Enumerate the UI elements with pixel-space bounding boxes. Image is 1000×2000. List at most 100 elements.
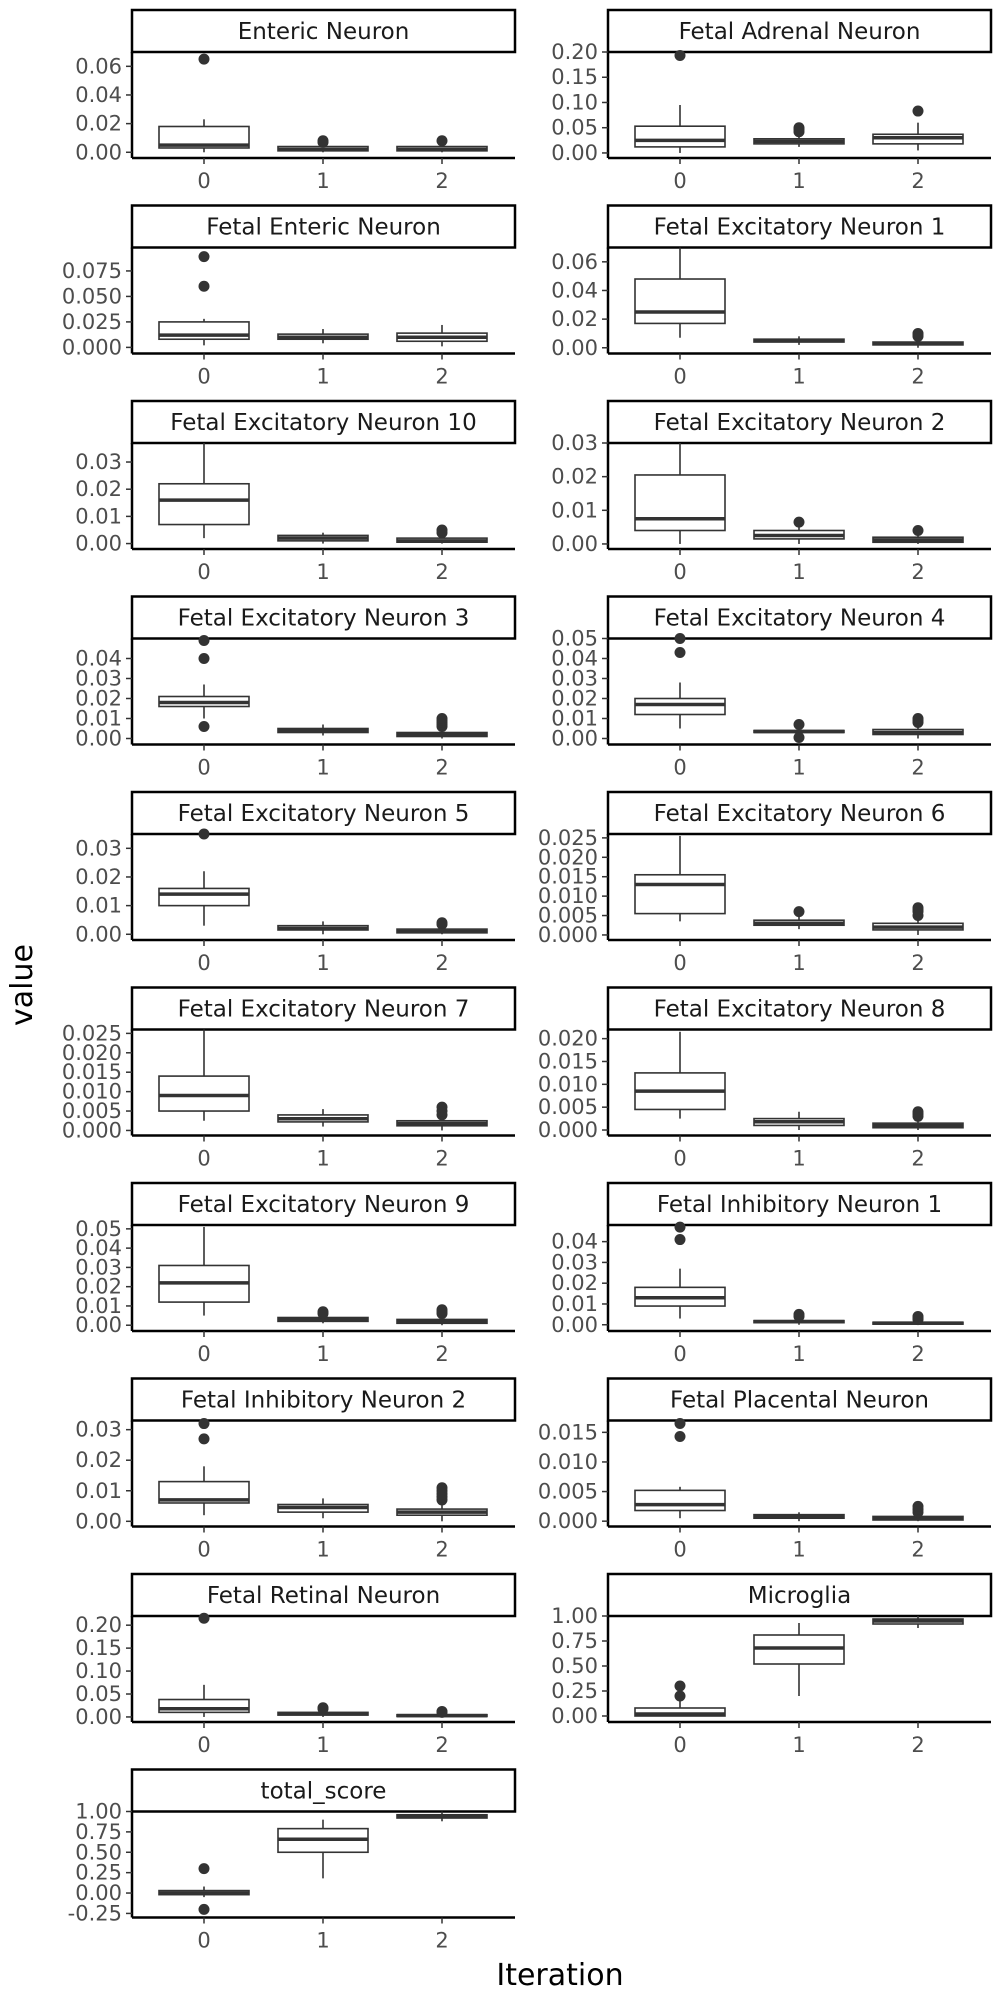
facet-panel: Fetal Excitatory Neuron 40.000.010.020.0… [551,595,993,780]
outlier-point [198,653,210,664]
facet-strip [606,1572,993,1618]
x-tick-label: 0 [197,951,210,975]
y-tick-label: 0.01 [75,707,122,731]
outlier-point [674,633,686,644]
y-tick-label: 0.00 [551,1313,598,1337]
y-tick-label: 0.00 [75,922,122,946]
y-tick-label: 0.000 [62,335,122,359]
y-tick-label: 0.025 [62,1021,122,1045]
y-tick-label: 0.02 [551,465,598,489]
y-tick-label: 0.75 [75,1820,122,1844]
y-tick-label: 0.50 [75,1840,122,1864]
x-tick-label: 2 [911,756,924,780]
x-tick-label: 2 [911,1538,924,1562]
facet-strip-label: Microglia [748,1583,851,1609]
x-tick-label: 1 [316,951,329,975]
facet-strip [606,8,993,54]
x-tick-label: 1 [316,1929,329,1953]
facet-strip [606,1181,993,1227]
box-iqr [634,873,726,915]
x-tick-label: 0 [197,1147,210,1171]
facet-strip-label: Fetal Enteric Neuron [206,215,441,241]
y-tick-label: 0.04 [75,83,122,107]
x-tick-label: 0 [673,560,686,584]
x-tick-label: 1 [316,756,329,780]
x-tick-label: 2 [435,1733,448,1757]
facet-strip-label: total_score [261,1779,387,1805]
facet-strip [130,204,517,249]
y-tick-label: 0.01 [551,707,598,731]
facet-panel: Fetal Excitatory Neuron 30.000.010.020.0… [75,595,517,780]
box-iqr [158,887,250,907]
y-tick-label: 0.00 [75,1313,122,1337]
y-tick-label: 0.00 [75,1509,122,1533]
y-tick-label: 0.010 [538,1072,598,1096]
outlier-point [793,732,805,743]
y-tick-label: 0.15 [75,1636,122,1660]
x-tick-label: 2 [911,1342,924,1366]
outlier-point [912,524,924,536]
facet-strip [130,1181,517,1227]
y-tick-label: 0.15 [551,65,598,89]
y-tick-label: 0.04 [75,1236,122,1260]
facet-strip [130,986,517,1031]
y-tick-label: 0.05 [75,1217,122,1241]
outlier-point [436,917,448,929]
y-tick-label: 0.01 [75,894,122,918]
y-tick-label: 0.03 [551,431,598,455]
y-tick-label: 0.025 [62,310,122,334]
x-tick-label: 0 [673,365,686,389]
x-tick-label: 1 [792,756,805,780]
outlier-point [436,524,448,536]
y-tick-label: 0.10 [75,1659,122,1683]
facet-panel: Fetal Enteric Neuron 0.0000.0250.0500.075… [62,204,517,389]
facet-strip [606,399,993,445]
facet-panel: Fetal Retinal Neuron 0.000.050.100.150.20… [75,1572,517,1757]
x-tick-label: 0 [197,1342,210,1366]
facet-strip [130,1377,517,1422]
y-tick-label: 0.05 [551,627,598,651]
x-tick-label: 1 [792,1733,805,1757]
outlier-point [198,1612,210,1624]
outlier-point [317,135,329,147]
facet-strip-label: Fetal Excitatory Neuron 8 [654,997,946,1023]
outlier-point [793,516,805,528]
y-tick-label: 0.03 [551,667,598,691]
outlier-point [793,1308,805,1320]
y-tick-label: 0.02 [75,687,122,711]
x-tick-label: 0 [673,1538,686,1562]
facet-panel: Fetal Excitatory Neuron 5 0.00 0.01 0.02 0.0… [75,790,517,975]
y-tick-label: 0.025 [538,826,598,850]
y-tick-label: 0.01 [551,1292,598,1316]
outlier-point [674,647,686,658]
outlier-point [793,906,805,918]
x-tick-label: 2 [435,365,448,389]
x-tick-label: 0 [197,169,210,193]
y-tick-label: 0.06 [75,54,122,78]
y-tick-label: 1.00 [551,1604,598,1628]
y-tick-label: -0.25 [68,1901,122,1925]
box-iqr [158,1480,250,1504]
facet-strip-label: Fetal Excitatory Neuron 4 [654,606,946,632]
x-tick-label: 1 [792,365,805,389]
y-tick-label: 0.75 [551,1629,598,1653]
facet-strip-label: Enteric Neuron [238,19,410,45]
y-tick-label: 0.03 [75,1255,122,1279]
y-tick-label: 0.01 [551,498,598,522]
y-tick-label: 0.02 [551,1271,598,1295]
x-tick-label: 0 [197,1538,210,1562]
x-tick-label: 2 [911,1733,924,1757]
y-tick-label: 0.02 [551,307,598,331]
box-iqr [634,474,726,532]
y-tick-label: 0.00 [551,141,598,165]
y-tick-label: 0.04 [75,647,122,671]
outlier-point [674,1680,686,1692]
outlier-point [198,280,210,292]
facet-strip [130,1572,517,1618]
y-tick-label: 0.010 [538,884,598,908]
y-tick-label: 0.02 [75,477,122,501]
y-tick-label: 0.000 [538,1118,598,1142]
x-tick-label: 2 [435,1342,448,1366]
